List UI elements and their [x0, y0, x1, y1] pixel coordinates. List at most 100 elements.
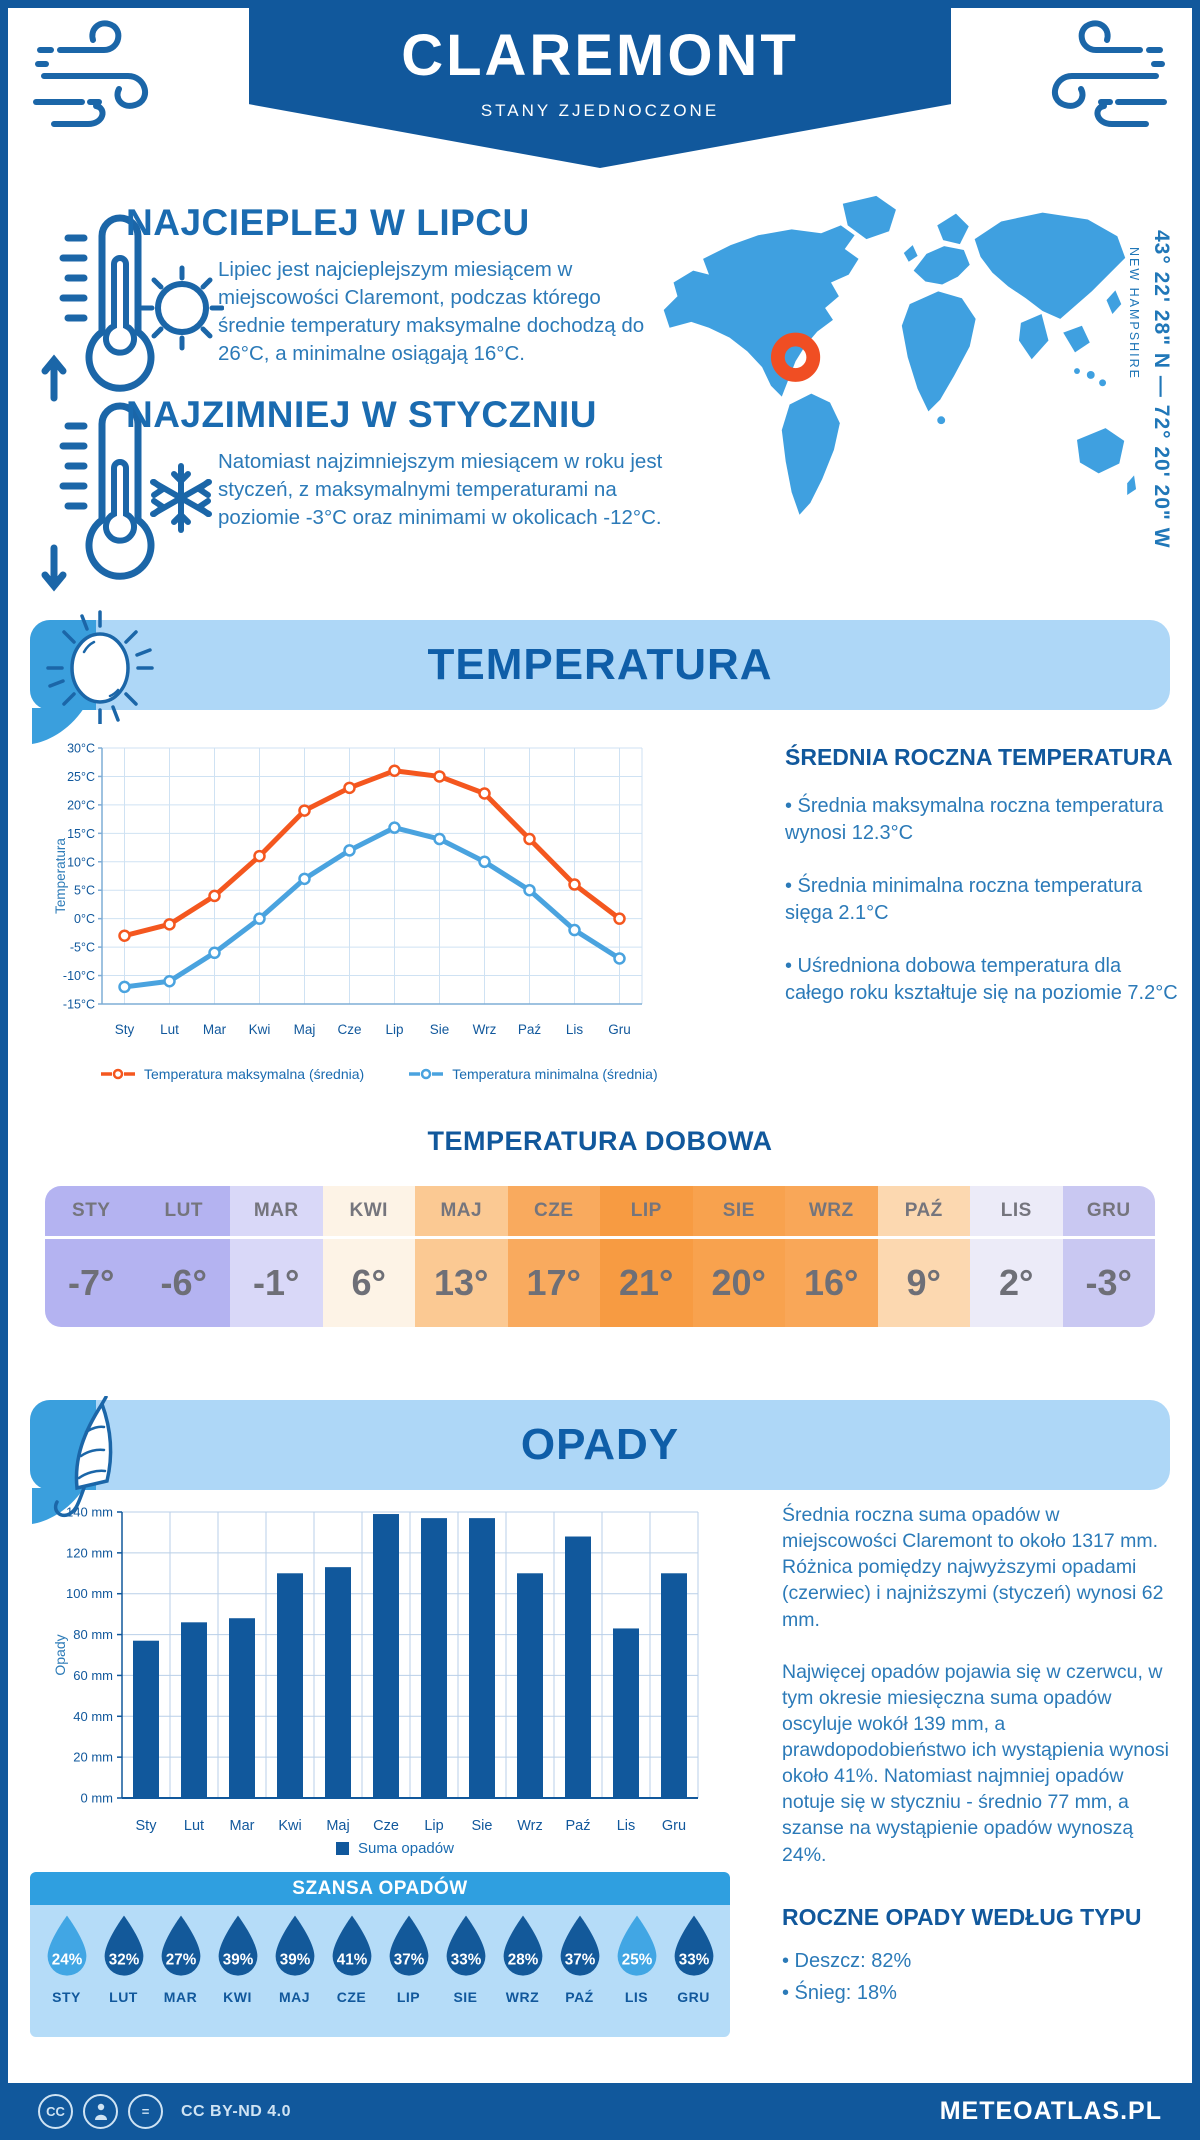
- svg-text:15°C: 15°C: [67, 827, 95, 841]
- svg-text:Lut: Lut: [160, 1022, 179, 1037]
- coldest-title: NAJZIMNIEJ W STYCZNIU: [126, 394, 597, 435]
- svg-text:-10°C: -10°C: [63, 969, 95, 983]
- svg-text:Sie: Sie: [472, 1818, 493, 1834]
- month-label: GRU: [1062, 1186, 1155, 1239]
- temperature-value: -3°: [1085, 1262, 1132, 1303]
- svg-text:Paź: Paź: [566, 1818, 591, 1834]
- svg-text:25°C: 25°C: [67, 770, 95, 784]
- precip-chance-panel: SZANSA OPADÓW 24% STY 32% LUT 27% MAR 39% KWI 39…: [30, 1872, 730, 2037]
- precipitation-chart-legend: Suma opadów: [50, 1840, 740, 1857]
- legend-marker: [409, 1068, 444, 1080]
- precip-chance-item: 39% KWI: [210, 1913, 266, 2005]
- month-label: GRU: [677, 1989, 710, 2005]
- droplet-icon: 24%: [47, 1915, 86, 1976]
- droplet-icon: 33%: [446, 1915, 485, 1976]
- svg-text:10°C: 10°C: [67, 855, 95, 869]
- droplet-icon: 32%: [104, 1915, 143, 1976]
- brand-label: METEOATLAS.PL: [939, 2097, 1162, 2125]
- location-marker-icon: [770, 332, 821, 382]
- precipitation-chart: 140 mm 120 mm 100 mm 80 mm 60 mm 40 mm 20 mm 0 …: [52, 1505, 699, 1834]
- chance-value: 27%: [165, 1952, 196, 1969]
- temperature-value: 20°: [711, 1262, 766, 1303]
- annual-temperature-title: ŚREDNIA ROCZNA TEMPERATURA: [785, 744, 1173, 770]
- chance-value: 37%: [564, 1952, 595, 1969]
- temperature-value: 16°: [804, 1262, 859, 1303]
- svg-text:60 mm: 60 mm: [73, 1668, 113, 1683]
- geo-region: NEW HAMPSHIRE: [1127, 247, 1141, 380]
- svg-text:Kwi: Kwi: [249, 1022, 271, 1037]
- warmest-text: Lipiec jest najcieplejszym miesiącem w m…: [218, 258, 645, 365]
- svg-text:Sty: Sty: [115, 1022, 135, 1037]
- chance-value: 33%: [450, 1952, 481, 1969]
- month-label: PAŹ: [565, 1989, 594, 2005]
- svg-text:Gru: Gru: [662, 1818, 686, 1834]
- temperature-chart-legend: Temperatura maksymalna (średnia) Temperat…: [100, 1066, 658, 1082]
- droplet-icon: 27%: [161, 1915, 200, 1976]
- svg-text:-5°C: -5°C: [70, 941, 95, 955]
- daily-temp-column: GRU -3°: [1062, 1186, 1155, 1327]
- temperature-value: 17°: [526, 1262, 581, 1303]
- footer: CC = CC BY-ND 4.0 METEOATLAS.PL: [0, 2083, 1200, 2140]
- wind-icon: [1052, 20, 1167, 127]
- svg-text:Sie: Sie: [430, 1022, 450, 1037]
- temperature-value: -6°: [160, 1262, 207, 1303]
- precip-type-bullet: • Deszcz: 82%: [782, 1949, 912, 1972]
- cc-icon: CC: [38, 2094, 73, 2129]
- droplet-icon: 41%: [332, 1915, 371, 1976]
- chance-value: 39%: [279, 1952, 310, 1969]
- umbrella-icon: [53, 1396, 113, 1518]
- droplet-icon: 39%: [275, 1915, 314, 1976]
- svg-text:Sty: Sty: [136, 1818, 158, 1834]
- svg-text:30°C: 30°C: [67, 742, 95, 756]
- wind-icon: [33, 20, 148, 127]
- thermometer-down-snowflake-icon: [41, 402, 212, 592]
- banner-tail: [32, 1488, 84, 1524]
- precip-chance-item: 37% PAŹ: [552, 1913, 608, 2005]
- legend-label: Suma opadów: [358, 1840, 454, 1857]
- temperature-banner-label: TEMPERATURA: [427, 640, 773, 689]
- month-label: LUT: [109, 1989, 138, 2005]
- svg-text:40 mm: 40 mm: [73, 1709, 113, 1724]
- legend-swatch: [336, 1842, 350, 1855]
- svg-text:Lis: Lis: [566, 1022, 584, 1037]
- svg-text:0°C: 0°C: [74, 912, 95, 926]
- precip-type-bullet: • Śnieg: 18%: [782, 1981, 897, 2004]
- daily-temp-column: STY -7°: [45, 1186, 138, 1327]
- svg-text:20°C: 20°C: [67, 798, 95, 812]
- chance-value: 33%: [678, 1952, 709, 1969]
- cc-nd-icon: =: [128, 2094, 163, 2129]
- month-label: KWI: [223, 1989, 252, 2005]
- month-label: KWI: [322, 1186, 415, 1239]
- daily-temp-column: PAŹ 9°: [877, 1186, 970, 1327]
- annual-temp-bullet: • Uśredniona dobowa temperatura dla całe…: [785, 955, 1178, 1004]
- svg-text:80 mm: 80 mm: [73, 1627, 113, 1642]
- svg-text:120 mm: 120 mm: [66, 1545, 113, 1560]
- svg-text:Opady: Opady: [52, 1634, 68, 1675]
- svg-text:Lip: Lip: [385, 1022, 403, 1037]
- month-label: PAŹ: [877, 1186, 970, 1239]
- chance-value: 41%: [336, 1952, 367, 1969]
- daily-temp-column: CZE 17°: [507, 1186, 600, 1327]
- month-label: LIP: [396, 1989, 421, 2005]
- svg-text:5°C: 5°C: [74, 884, 95, 898]
- temperature-value: 9°: [906, 1262, 941, 1303]
- precip-chance-item: 37% LIP: [381, 1913, 437, 2005]
- droplet-icon: 37%: [389, 1915, 428, 1976]
- daily-temp-column: LUT -6°: [137, 1186, 230, 1327]
- month-label: LIP: [600, 1186, 693, 1239]
- droplet-icon: 37%: [560, 1915, 599, 1976]
- precip-chance-item: 39% MAJ: [267, 1913, 323, 2005]
- precip-chance-item: 32% LUT: [96, 1913, 152, 2005]
- svg-text:Wrz: Wrz: [517, 1818, 543, 1834]
- annual-temperature-panel: ŚREDNIA ROCZNA TEMPERATURA • Średnia mak…: [785, 744, 1179, 1033]
- temperature-value: 13°: [434, 1262, 489, 1303]
- svg-text:Gru: Gru: [608, 1022, 631, 1037]
- chance-value: 25%: [621, 1952, 652, 1969]
- month-label: MAR: [230, 1186, 323, 1239]
- precip-chance-item: 25% LIS: [609, 1913, 665, 2005]
- svg-text:Mar: Mar: [203, 1022, 227, 1037]
- month-label: MAJ: [415, 1186, 508, 1239]
- legend-label: Temperatura minimalna (średnia): [452, 1066, 658, 1082]
- geo-coordinates: 43° 22' 28" N — 72° 20' 20" W: [1150, 230, 1173, 549]
